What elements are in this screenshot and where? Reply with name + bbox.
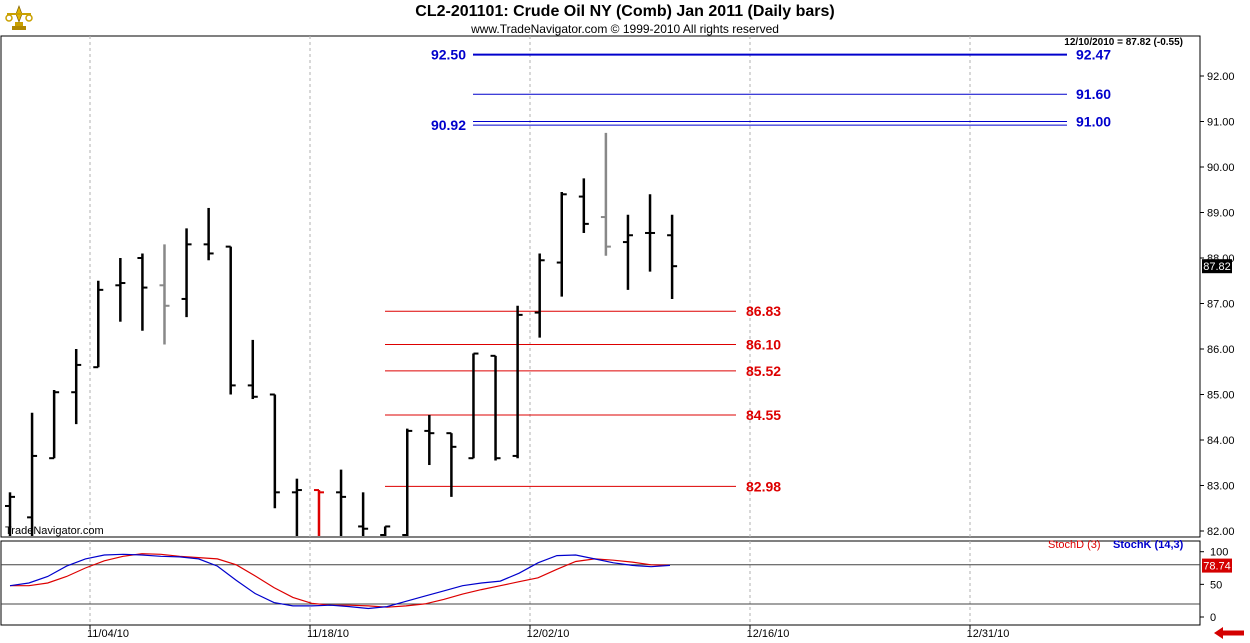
- stoch-legend-d: StochD (3): [1048, 539, 1101, 551]
- ohlc-bar: [600, 132, 611, 256]
- ohlc-bar: [27, 412, 38, 536]
- support-level-label: 84.55: [746, 407, 781, 423]
- ohlc-bar: [380, 525, 391, 536]
- y-tick-label: 84.00: [1207, 435, 1235, 447]
- ohlc-bar: [313, 489, 324, 536]
- y-tick-label: 83.00: [1207, 481, 1235, 493]
- copyright-text: www.TradeNavigator.com © 1999-2010 All r…: [471, 22, 779, 36]
- support-level-label: 86.83: [746, 303, 781, 319]
- support-level-label: 86.10: [746, 336, 781, 352]
- chart-title: CL2-201101: Crude Oil NY (Comb) Jan 2011…: [415, 3, 835, 20]
- ohlc-bar: [269, 393, 280, 509]
- stoch-value-tag-bg: [1202, 558, 1232, 573]
- ohlc-bar: [203, 207, 214, 261]
- y-tick-label: 85.00: [1207, 390, 1235, 402]
- ohlc-bar: [71, 349, 82, 425]
- ohlc-bar: [181, 228, 192, 318]
- last-price-tag-bg: [1202, 259, 1232, 274]
- support-level-label: 85.52: [746, 363, 781, 379]
- ohlc-bar: [402, 428, 413, 536]
- resistance-level-left-label: 90.92: [431, 117, 466, 133]
- x-tick-label: 12/31/10: [967, 628, 1010, 640]
- ohlc-bar: [578, 178, 589, 233]
- stoch-series-line: [9, 553, 671, 610]
- stoch-value-tag: 78.74: [1203, 561, 1231, 573]
- back-arrow-icon[interactable]: [1212, 626, 1246, 640]
- stoch-y-tick-label: 50: [1210, 579, 1222, 591]
- y-tick-label: 92.00: [1207, 71, 1235, 83]
- ohlc-bar: [490, 354, 501, 461]
- ohlc-bar: [556, 192, 567, 297]
- x-tick-label: 12/02/10: [527, 628, 570, 640]
- ohlc-bar: [468, 352, 479, 460]
- ohlc-bar: [622, 214, 633, 290]
- y-tick-label: 90.00: [1207, 162, 1235, 174]
- ohlc-bar: [225, 245, 236, 395]
- ohlc-bar: [49, 389, 60, 460]
- trade-navigator-logo-icon[interactable]: [4, 4, 34, 32]
- ohlc-bar: [645, 194, 656, 272]
- ohlc-bar: [291, 478, 302, 536]
- y-tick-label: 89.00: [1207, 208, 1235, 220]
- ohlc-bar: [5, 492, 15, 536]
- stoch-legend-k: StochK (14,3): [1113, 539, 1184, 551]
- ohlc-bar: [247, 339, 258, 400]
- watermark-text: TradeNavigator.com: [5, 525, 104, 537]
- stoch-y-tick-label: 0: [1210, 612, 1216, 624]
- stoch-series-line: [10, 553, 671, 608]
- y-tick-label: 91.00: [1207, 117, 1235, 129]
- last-price-note: 12/10/2010 = 87.82 (-0.55): [1064, 37, 1183, 48]
- ohlc-bar: [667, 214, 678, 299]
- ohlc-bar: [424, 414, 435, 466]
- x-tick-label: 11/04/10: [87, 628, 129, 640]
- y-tick-label: 88.00: [1207, 253, 1235, 265]
- y-tick-label: 82.00: [1207, 526, 1235, 538]
- x-tick-label: 11/18/10: [307, 628, 349, 640]
- ohlc-bar: [336, 469, 347, 536]
- y-tick-label: 86.00: [1207, 344, 1235, 356]
- stoch-panel-frame: [0, 540, 1201, 626]
- ohlc-bar: [137, 253, 148, 331]
- resistance-level-left-label: 92.50: [431, 47, 466, 63]
- resistance-level-right-label: 92.47: [1076, 47, 1111, 63]
- ohlc-bar: [115, 258, 126, 322]
- ohlc-bar: [159, 244, 170, 345]
- ohlc-bar: [93, 280, 104, 369]
- x-tick-label: 12/16/10: [747, 628, 790, 640]
- support-level-label: 82.98: [746, 478, 781, 494]
- ohlc-bar: [512, 305, 523, 459]
- y-tick-label: 87.00: [1207, 299, 1235, 311]
- last-price-tag: 87.82: [1203, 261, 1231, 273]
- resistance-level-right-label: 91.00: [1076, 114, 1111, 130]
- stoch-y-tick-label: 100: [1210, 547, 1228, 559]
- ohlc-bar: [534, 253, 545, 338]
- price-panel-frame: [0, 35, 1201, 538]
- ohlc-bar: [358, 492, 369, 536]
- resistance-level-right-label: 91.60: [1076, 86, 1111, 102]
- ohlc-bar: [446, 432, 457, 497]
